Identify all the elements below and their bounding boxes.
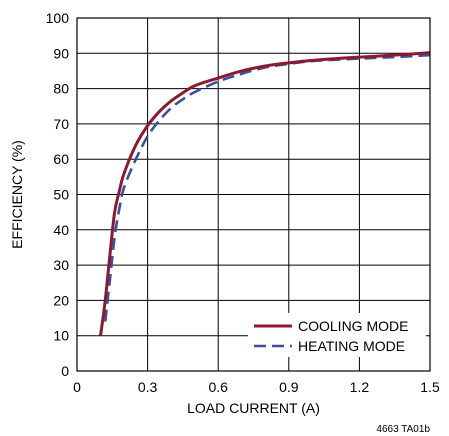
y-tick-label: 50 bbox=[53, 187, 69, 203]
x-tick-label: 0.6 bbox=[208, 379, 228, 395]
y-tick-label: 10 bbox=[53, 328, 69, 344]
legend-background bbox=[248, 313, 426, 357]
y-axis-label: EFFICIENCY (%) bbox=[9, 140, 25, 249]
series-line-cooling-mode bbox=[99, 51, 431, 336]
x-tick-label: 0 bbox=[73, 379, 81, 395]
x-axis-label: LOAD CURRENT (A) bbox=[187, 400, 320, 416]
y-tick-label: 40 bbox=[53, 222, 69, 238]
plot-frame bbox=[76, 17, 431, 372]
x-tick-label: 0.9 bbox=[279, 379, 299, 395]
x-tick-label: 1.5 bbox=[420, 379, 440, 395]
series-lines bbox=[99, 51, 431, 336]
y-tick-label: 90 bbox=[53, 45, 69, 61]
y-tick-label: 80 bbox=[53, 81, 69, 97]
series-line-heating-mode bbox=[103, 53, 431, 322]
legend-label-cooling-mode: COOLING MODE bbox=[298, 318, 408, 334]
y-tick-label: 30 bbox=[53, 257, 69, 273]
y-tick-label: 100 bbox=[46, 10, 70, 26]
y-tick-label: 60 bbox=[53, 151, 69, 167]
legend-label-heating-mode: HEATING MODE bbox=[298, 338, 405, 354]
y-tick-label: 20 bbox=[53, 292, 69, 308]
figure-code: 4663 TA01b bbox=[376, 424, 430, 435]
y-tick-label: 0 bbox=[61, 363, 69, 379]
x-tick-label: 0.3 bbox=[138, 379, 158, 395]
legend: COOLING MODE HEATING MODE bbox=[248, 313, 426, 357]
y-tick-label: 70 bbox=[53, 116, 69, 132]
x-tick-label: 1.2 bbox=[350, 379, 370, 395]
tick-labels: 0 0.3 0.6 0.9 1.2 1.5 0 10 20 30 40 50 60 70 80 90 100 bbox=[46, 10, 440, 395]
